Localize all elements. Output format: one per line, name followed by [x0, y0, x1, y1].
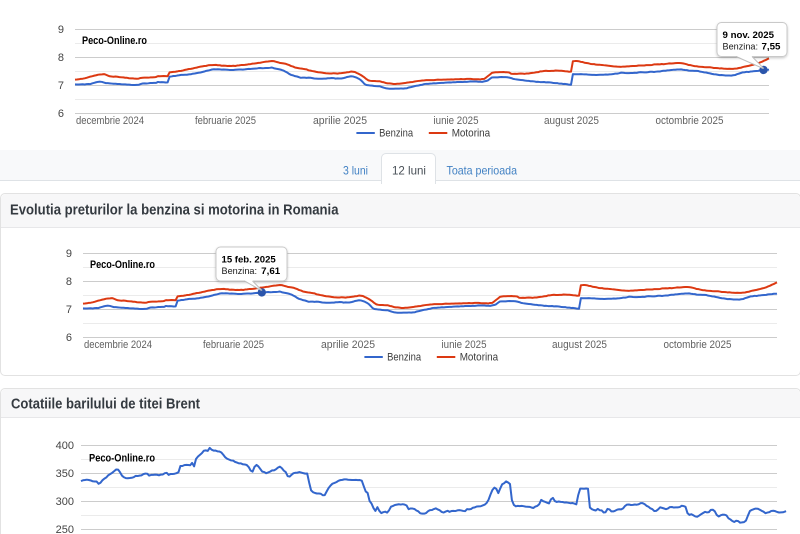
svg-text:Benzina:: Benzina:: [723, 42, 759, 52]
svg-text:9: 9: [66, 248, 72, 260]
svg-text:9: 9: [58, 24, 64, 36]
svg-text:7,61: 7,61: [261, 266, 280, 276]
svg-text:decembrie 2024: decembrie 2024: [84, 339, 152, 351]
svg-text:Cotatiile barilului de titei B: Cotatiile barilului de titei Brent: [11, 397, 200, 413]
svg-text:Motorina: Motorina: [460, 352, 499, 364]
svg-text:7,55: 7,55: [762, 42, 781, 52]
svg-text:august 2025: august 2025: [552, 339, 607, 351]
svg-text:12 luni: 12 luni: [392, 164, 426, 178]
svg-text:Peco-Online.ro: Peco-Online.ro: [90, 259, 155, 271]
svg-text:350: 350: [56, 468, 74, 480]
svg-text:400: 400: [56, 440, 74, 452]
svg-text:9 nov. 2025: 9 nov. 2025: [723, 30, 775, 40]
svg-text:6: 6: [66, 332, 72, 344]
svg-text:august 2025: august 2025: [544, 115, 599, 127]
svg-text:aprilie 2025: aprilie 2025: [313, 115, 367, 127]
svg-text:300: 300: [56, 496, 74, 508]
svg-text:7: 7: [58, 80, 64, 92]
svg-text:Benzina: Benzina: [379, 128, 414, 140]
svg-text:Evolutia preturilor la benzina: Evolutia preturilor la benzina si motori…: [10, 203, 339, 219]
svg-text:8: 8: [58, 52, 64, 64]
svg-text:octombrie 2025: octombrie 2025: [664, 339, 732, 351]
svg-text:octombrie 2025: octombrie 2025: [656, 115, 724, 127]
svg-text:6: 6: [58, 108, 64, 120]
svg-text:3 luni: 3 luni: [343, 164, 368, 178]
svg-text:decembrie 2024: decembrie 2024: [76, 115, 144, 127]
svg-text:Toata perioada: Toata perioada: [447, 164, 518, 178]
svg-text:15 feb. 2025: 15 feb. 2025: [222, 255, 276, 265]
svg-text:iunie 2025: iunie 2025: [434, 115, 479, 127]
svg-text:februarie 2025: februarie 2025: [195, 115, 256, 127]
svg-text:Motorina: Motorina: [452, 128, 491, 140]
svg-text:8: 8: [66, 276, 72, 288]
svg-text:Benzina: Benzina: [387, 352, 422, 364]
svg-text:Peco-Online.ro: Peco-Online.ro: [89, 453, 155, 465]
svg-text:250: 250: [56, 524, 74, 534]
svg-text:februarie 2025: februarie 2025: [203, 339, 264, 351]
svg-text:aprilie 2025: aprilie 2025: [321, 339, 375, 351]
svg-text:7: 7: [66, 304, 72, 316]
svg-text:Benzina:: Benzina:: [222, 266, 258, 276]
svg-text:iunie 2025: iunie 2025: [442, 339, 487, 351]
svg-text:Peco-Online.ro: Peco-Online.ro: [82, 35, 147, 47]
